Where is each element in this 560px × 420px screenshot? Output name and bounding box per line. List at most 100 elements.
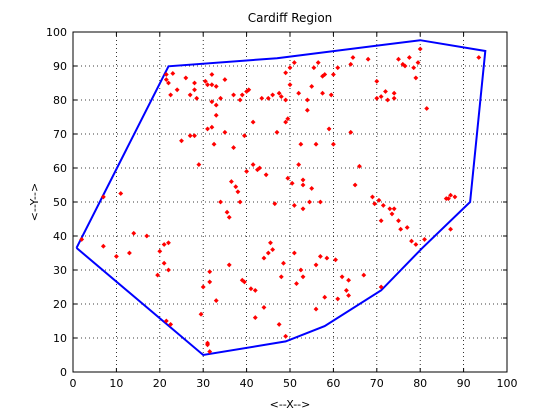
data-point <box>196 162 202 168</box>
data-point <box>144 233 150 239</box>
data-point <box>424 106 430 111</box>
y-tick-label: 40 <box>53 230 67 243</box>
y-tick-label: 20 <box>53 298 67 311</box>
data-point <box>361 272 367 278</box>
data-point <box>209 124 215 130</box>
data-point <box>261 255 267 261</box>
x-tick-label: 90 <box>457 377 471 390</box>
data-point <box>383 89 388 94</box>
data-point <box>270 92 276 98</box>
data-point <box>192 133 197 139</box>
data-point <box>317 253 323 259</box>
data-point <box>309 83 315 89</box>
data-point <box>218 199 223 205</box>
data-point <box>404 225 410 230</box>
data-point <box>300 177 306 183</box>
data-point <box>289 180 295 186</box>
data-point <box>385 97 391 103</box>
data-point <box>235 189 241 195</box>
data-point <box>333 257 338 263</box>
y-tick-label: 80 <box>53 94 67 107</box>
y-tick-label: 100 <box>46 26 67 39</box>
data-point <box>226 214 232 220</box>
data-point <box>317 199 323 205</box>
data-point <box>396 218 401 224</box>
data-point <box>307 199 312 205</box>
data-point <box>283 70 289 76</box>
data-point <box>126 250 132 256</box>
y-tick-label: 60 <box>53 162 67 175</box>
data-point <box>445 196 451 202</box>
data-point <box>213 298 219 304</box>
data-point <box>100 194 106 200</box>
data-point <box>268 240 273 246</box>
x-tick-label: 40 <box>240 377 254 390</box>
data-point <box>281 260 286 266</box>
data-point <box>415 60 421 66</box>
data-point <box>113 253 119 259</box>
data-point <box>380 202 386 208</box>
data-point <box>378 94 384 100</box>
data-point <box>391 206 397 212</box>
data-point <box>244 168 250 174</box>
data-point <box>252 287 258 293</box>
data-point <box>187 133 193 139</box>
data-point <box>161 242 167 247</box>
data-point <box>278 94 284 100</box>
data-point <box>233 184 239 190</box>
data-point <box>413 242 419 247</box>
x-tick-label: 60 <box>326 377 340 390</box>
x-tick-label: 50 <box>283 377 297 390</box>
data-point <box>163 318 169 324</box>
data-point <box>272 201 278 207</box>
y-tick-label: 70 <box>53 128 67 141</box>
data-point <box>166 267 171 273</box>
data-point <box>300 206 306 212</box>
data-point <box>265 95 271 101</box>
x-tick-label: 0 <box>70 377 77 390</box>
data-point <box>343 287 349 293</box>
data-point <box>250 162 256 168</box>
data-point <box>211 141 217 147</box>
data-point <box>259 95 265 101</box>
data-point <box>335 65 341 71</box>
data-point <box>157 248 163 254</box>
data-point <box>298 141 304 147</box>
data-point <box>346 277 352 283</box>
data-point <box>276 321 282 327</box>
data-point <box>300 274 306 280</box>
data-point <box>231 92 237 98</box>
data-point <box>161 260 167 266</box>
data-point <box>283 119 289 125</box>
data-point <box>352 182 358 188</box>
data-point <box>263 172 269 178</box>
y-tick-label: 30 <box>53 264 67 277</box>
data-point <box>192 80 197 86</box>
data-point <box>285 175 291 181</box>
data-point <box>291 202 297 208</box>
data-point <box>218 95 223 101</box>
data-point <box>118 191 124 196</box>
data-point <box>378 284 384 290</box>
data-point <box>452 194 458 200</box>
data-point <box>248 286 254 292</box>
data-point <box>378 218 384 224</box>
data-point <box>187 92 193 98</box>
data-point <box>396 56 401 62</box>
y-tick-label: 0 <box>60 366 67 379</box>
data-point <box>192 87 197 93</box>
data-point <box>391 95 397 101</box>
data-point <box>222 77 228 83</box>
data-point <box>179 138 184 144</box>
data-point <box>326 126 332 132</box>
data-point <box>163 72 169 77</box>
data-point <box>296 90 302 96</box>
data-point <box>209 99 215 105</box>
data-point <box>357 163 362 169</box>
data-point <box>274 129 280 135</box>
x-tick-label: 10 <box>109 377 123 390</box>
data-point <box>209 72 215 77</box>
data-point <box>213 102 219 108</box>
data-point <box>417 46 423 52</box>
